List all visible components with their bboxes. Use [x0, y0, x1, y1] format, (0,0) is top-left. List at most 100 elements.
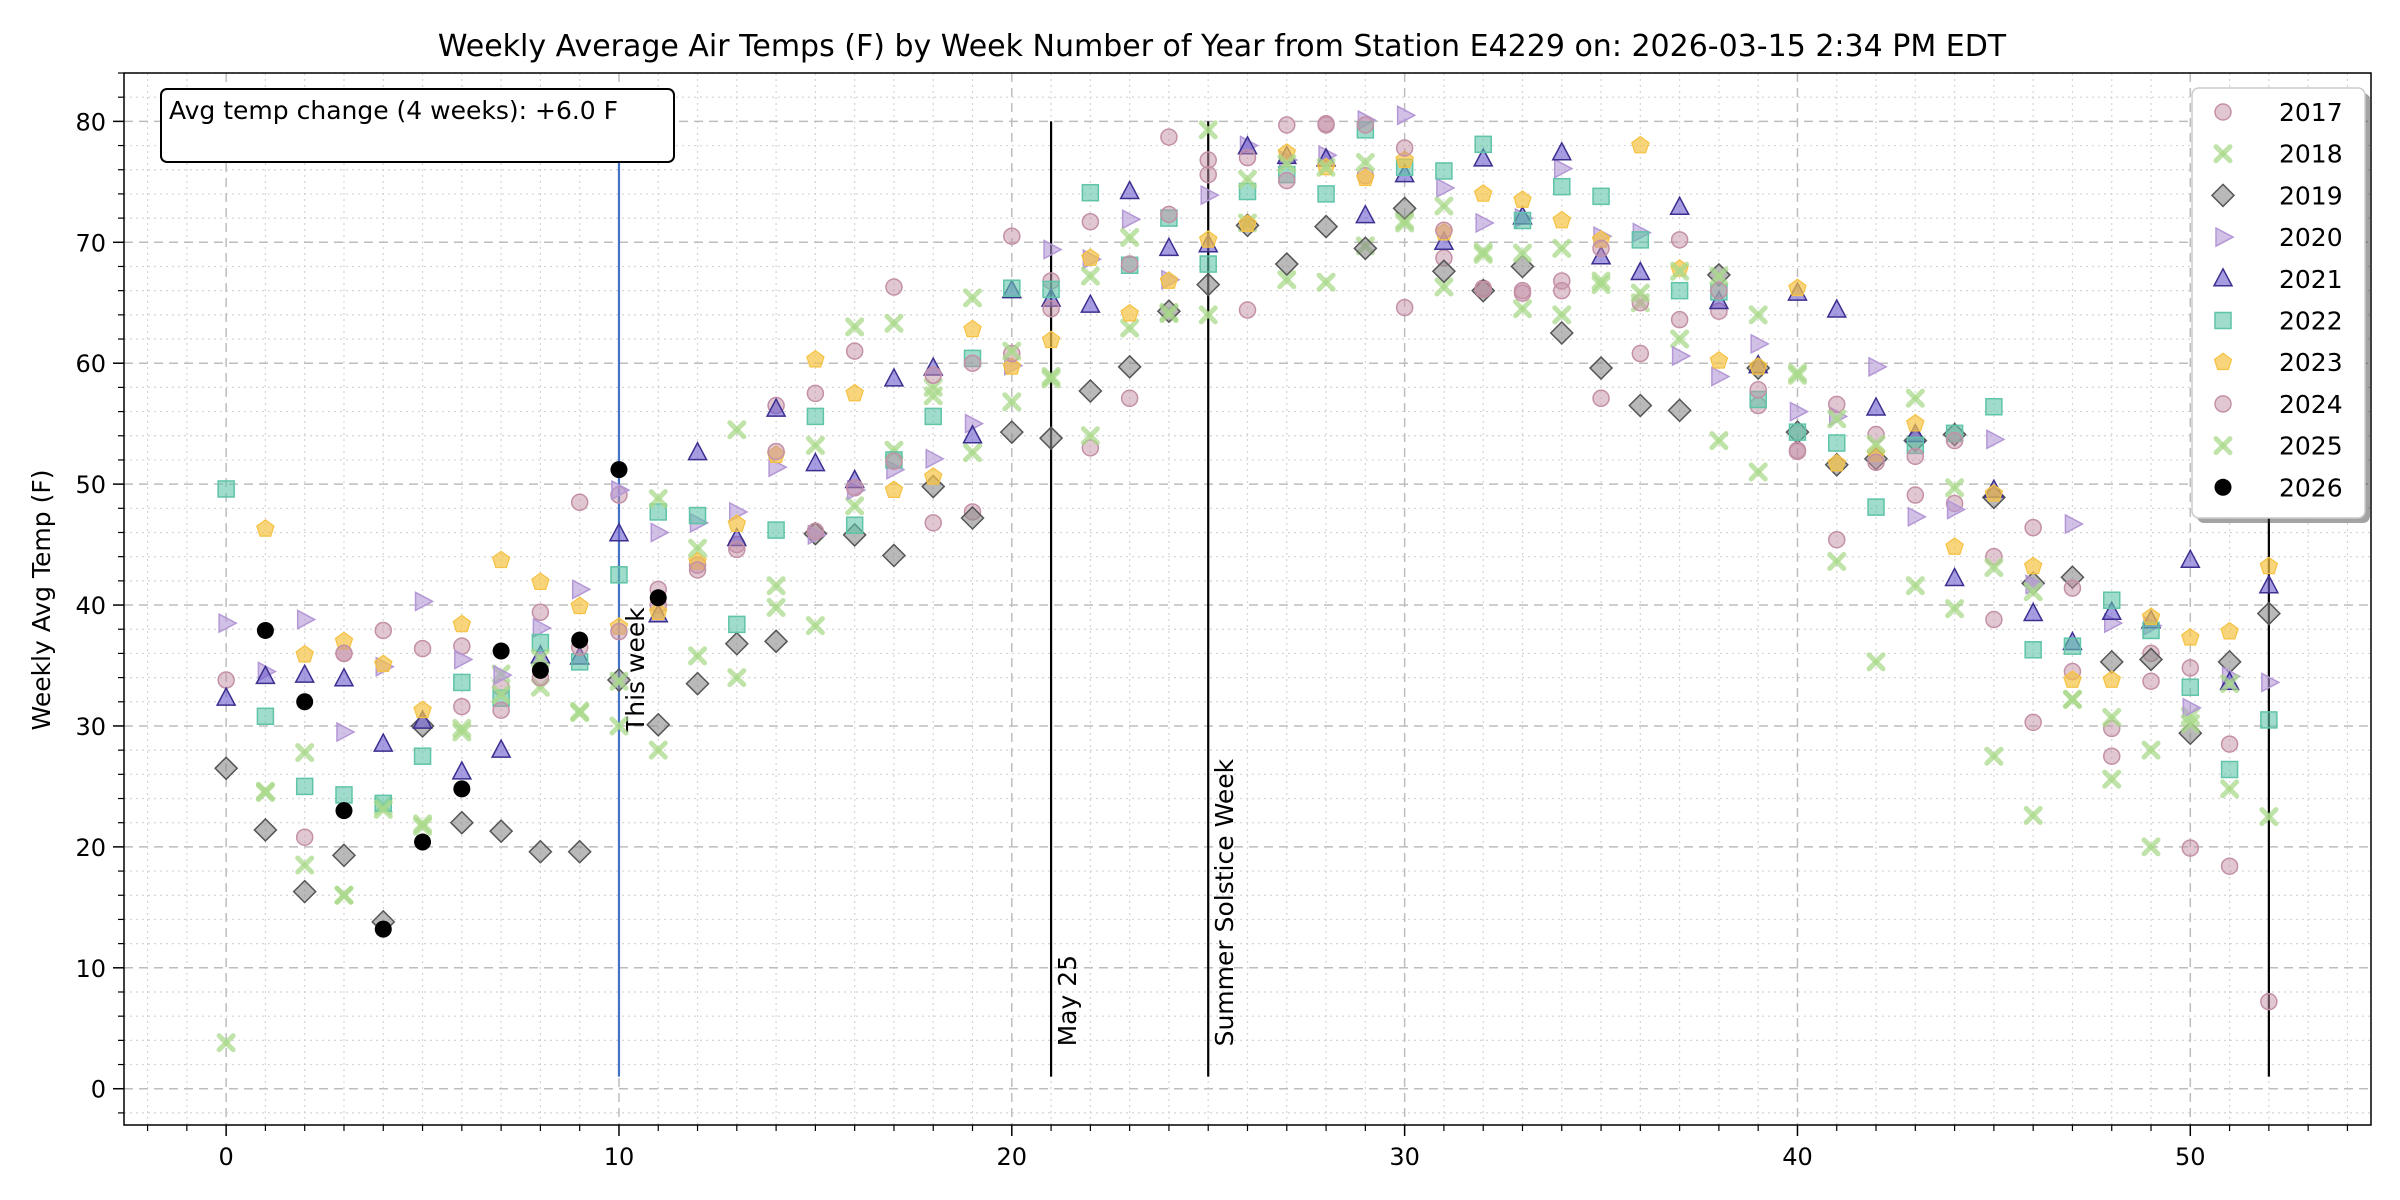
data-point-2024	[2063, 579, 2082, 597]
x-marker-stroke	[1552, 238, 1572, 258]
data-point-2023	[1513, 190, 1532, 208]
x-marker-stroke	[2062, 689, 2082, 709]
data-point-2019	[1510, 254, 1535, 279]
data-point-2021	[1944, 566, 1965, 587]
x-marker-stroke	[1316, 272, 1336, 292]
data-point-2026	[571, 631, 589, 649]
data-point-2017	[845, 342, 864, 360]
data-point-2020	[1671, 345, 1692, 367]
data-point-2022	[2102, 591, 2121, 609]
data-point-2022	[1827, 434, 1846, 452]
data-point-2023	[1906, 413, 1925, 432]
data-point-2017	[1670, 310, 1689, 329]
data-point-2019	[881, 543, 907, 568]
data-point-2025	[1277, 154, 1297, 174]
legend-marker-2023	[2213, 352, 2233, 371]
data-point-2025	[1159, 304, 1179, 324]
data-point-2019	[1667, 398, 1692, 423]
data-point-2018	[648, 740, 668, 760]
data-point-2019	[1196, 272, 1221, 297]
x-marker-stroke	[1866, 652, 1886, 672]
data-point-2019	[685, 671, 710, 696]
legend-marker-2017	[2214, 103, 2232, 121]
data-point-2018	[1984, 746, 2004, 766]
data-point-2022	[570, 653, 589, 671]
x-marker-stroke	[452, 718, 472, 738]
data-point-2023	[2259, 556, 2279, 575]
data-point-2023	[531, 572, 550, 590]
data-point-2020	[1789, 401, 1810, 422]
data-point-2023	[2063, 670, 2082, 688]
x-marker-stroke	[766, 597, 786, 617]
data-point-2025	[2062, 689, 2082, 709]
data-point-2018	[1552, 305, 1572, 325]
data-point-2018	[2141, 837, 2161, 857]
data-point-2019	[1353, 236, 1378, 261]
data-point-2025	[2220, 674, 2240, 694]
data-point-2026	[335, 802, 353, 820]
data-point-2019	[1314, 214, 1339, 239]
legend-marker-2024	[2214, 395, 2232, 413]
data-point-2020	[218, 612, 238, 634]
data-point-2022	[2181, 678, 2200, 697]
data-point-2022	[2260, 711, 2278, 729]
data-point-2018	[1866, 652, 1886, 672]
data-point-2019	[1588, 355, 1614, 381]
data-point-2022	[1317, 185, 1335, 203]
data-point-2018	[1748, 462, 1768, 482]
x-marker-stroke	[727, 668, 747, 688]
data-point-2022	[256, 707, 275, 726]
data-point-2023	[1081, 248, 1100, 266]
x-marker-stroke	[1945, 478, 1965, 498]
x-marker-stroke	[1630, 283, 1650, 303]
data-point-2024	[2181, 839, 2200, 857]
data-point-2019	[960, 505, 985, 531]
data-point-2025	[334, 885, 354, 905]
data-point-2021	[255, 664, 276, 685]
data-point-2018	[216, 1033, 236, 1053]
data-point-2024	[845, 479, 864, 497]
data-point-2020	[493, 664, 513, 686]
data-point-2024	[2220, 735, 2239, 753]
data-point-2024	[1827, 395, 1846, 414]
series-2023	[256, 135, 2279, 719]
data-point-2020	[1436, 177, 1456, 199]
data-point-2020	[532, 617, 553, 639]
x-marker-stroke	[570, 701, 590, 721]
data-point-2021	[883, 367, 905, 387]
x-marker-stroke	[1709, 431, 1729, 451]
data-point-2017	[806, 384, 825, 403]
data-point-2023	[1748, 357, 1768, 375]
legend-label-2017: 2017	[2279, 98, 2343, 127]
data-point-2025	[1709, 266, 1729, 286]
x-marker-stroke	[2023, 805, 2043, 825]
x-marker-stroke	[1827, 552, 1847, 572]
data-point-2024	[1749, 381, 1767, 399]
data-point-2026	[492, 642, 510, 660]
data-point-2022	[1238, 182, 1257, 201]
data-point-2017	[1906, 486, 1925, 504]
data-point-2020	[1946, 499, 1967, 520]
data-point-2020	[650, 522, 670, 543]
data-point-2022	[1513, 211, 1532, 230]
x-marker-stroke	[1670, 261, 1690, 281]
data-point-2025	[1630, 283, 1650, 303]
data-point-2017	[1238, 301, 1257, 319]
legend-label-2022: 2022	[2279, 307, 2343, 336]
data-point-2025	[1670, 261, 1690, 281]
data-point-2018	[1670, 329, 1690, 349]
data-point-2024	[885, 452, 903, 470]
data-point-2017	[1278, 116, 1296, 134]
data-point-2017	[1827, 530, 1846, 549]
vline-label: Summer Solstice Week	[1210, 758, 1239, 1046]
data-point-2023	[845, 383, 864, 402]
x-marker-stroke	[845, 496, 865, 516]
legend-label-2021: 2021	[2279, 265, 2343, 294]
data-point-2020	[1750, 333, 1770, 355]
x-marker-stroke	[2023, 582, 2043, 602]
data-point-2024	[1788, 441, 1807, 460]
legend-marker-2021	[2212, 267, 2234, 287]
x-marker-stroke	[1473, 242, 1493, 262]
data-point-2020	[1907, 506, 1927, 528]
